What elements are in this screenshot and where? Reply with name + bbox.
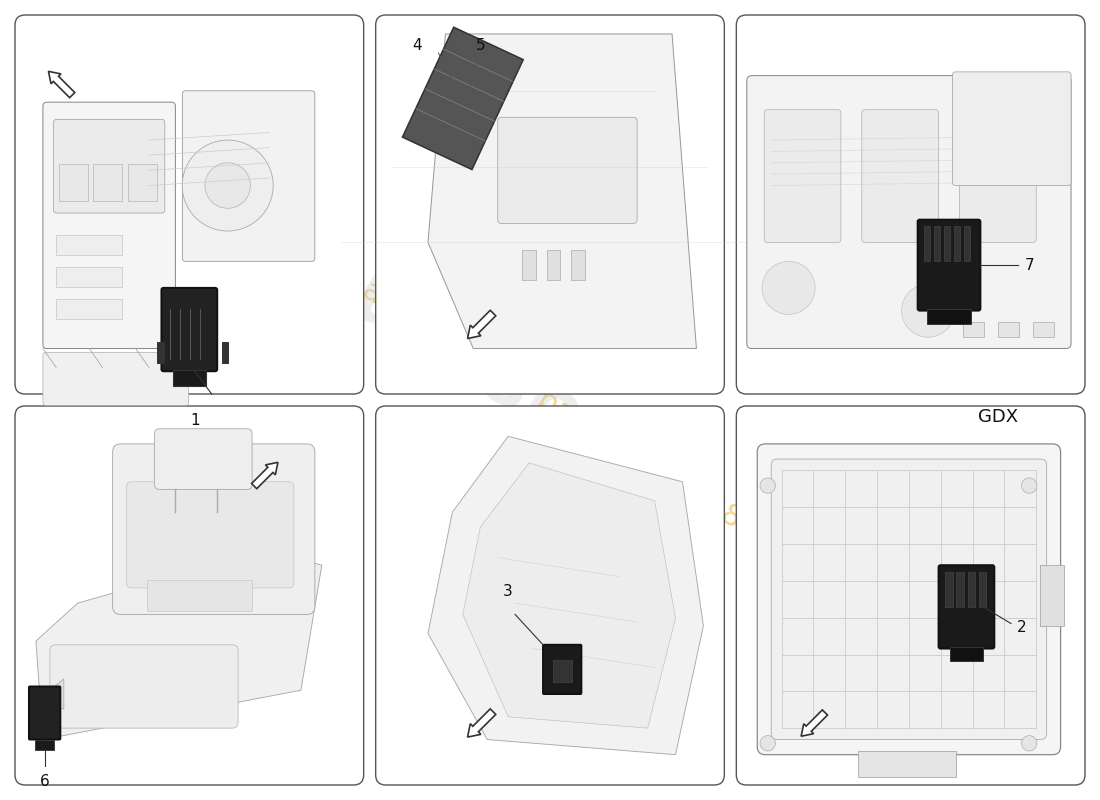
FancyBboxPatch shape (736, 15, 1085, 394)
Bar (58, 164, 88, 201)
Text: 7: 7 (1024, 258, 1034, 273)
Bar (56, 267, 122, 287)
Bar (927, 309, 971, 324)
Text: 4: 4 (412, 38, 422, 53)
FancyBboxPatch shape (43, 352, 188, 406)
Circle shape (183, 140, 273, 231)
Polygon shape (36, 550, 322, 739)
Bar (35, 739, 54, 750)
Polygon shape (468, 310, 496, 338)
FancyBboxPatch shape (543, 645, 582, 694)
FancyBboxPatch shape (862, 110, 938, 242)
Text: 6: 6 (40, 774, 49, 789)
Bar (56, 299, 122, 319)
Bar (924, 226, 931, 261)
Polygon shape (48, 71, 75, 98)
Polygon shape (463, 463, 675, 728)
Text: eurosport: eurosport (290, 229, 710, 531)
Text: 5: 5 (475, 38, 485, 53)
FancyBboxPatch shape (29, 686, 60, 739)
Polygon shape (252, 462, 278, 489)
Circle shape (760, 736, 775, 751)
FancyBboxPatch shape (15, 15, 364, 394)
Bar (128, 164, 157, 201)
Text: 3: 3 (504, 584, 513, 599)
Bar (94, 164, 122, 201)
FancyBboxPatch shape (112, 444, 315, 614)
FancyBboxPatch shape (183, 90, 315, 262)
Bar (571, 250, 585, 280)
Text: 1: 1 (190, 413, 200, 428)
FancyBboxPatch shape (953, 72, 1071, 186)
Bar (222, 342, 229, 363)
FancyBboxPatch shape (15, 406, 364, 785)
Text: 2: 2 (1016, 620, 1026, 635)
FancyBboxPatch shape (54, 119, 165, 213)
Bar (522, 250, 536, 280)
FancyBboxPatch shape (376, 15, 724, 394)
Circle shape (205, 163, 251, 208)
Bar (968, 572, 975, 607)
Bar (954, 226, 960, 261)
FancyBboxPatch shape (764, 110, 840, 242)
FancyBboxPatch shape (917, 220, 980, 310)
Bar (944, 226, 950, 261)
Bar (962, 322, 983, 337)
Bar (858, 751, 956, 778)
Circle shape (1022, 736, 1037, 751)
Bar (1033, 322, 1054, 337)
Polygon shape (468, 709, 496, 737)
Bar (547, 250, 561, 280)
Polygon shape (428, 34, 696, 349)
Bar (147, 580, 252, 610)
FancyBboxPatch shape (757, 444, 1060, 754)
FancyBboxPatch shape (747, 76, 1071, 349)
Bar (1040, 565, 1064, 626)
FancyBboxPatch shape (162, 288, 217, 371)
Bar (552, 659, 572, 682)
FancyBboxPatch shape (376, 406, 724, 785)
FancyBboxPatch shape (126, 482, 294, 588)
Bar (979, 572, 986, 607)
Polygon shape (36, 679, 64, 709)
FancyBboxPatch shape (736, 406, 1085, 785)
FancyBboxPatch shape (154, 429, 252, 490)
Polygon shape (801, 710, 827, 736)
FancyBboxPatch shape (938, 565, 994, 649)
Bar (934, 226, 940, 261)
Bar (949, 647, 983, 661)
Circle shape (762, 262, 815, 314)
FancyBboxPatch shape (771, 459, 1046, 739)
Circle shape (1022, 478, 1037, 494)
Bar (157, 342, 164, 363)
Bar (956, 572, 964, 607)
Bar (998, 322, 1019, 337)
FancyBboxPatch shape (959, 110, 1036, 242)
Bar (964, 226, 970, 261)
FancyBboxPatch shape (43, 102, 175, 349)
Bar (56, 235, 122, 255)
Text: a passion for parts since 1985: a passion for parts since 1985 (356, 275, 763, 545)
Text: GDX: GDX (978, 408, 1018, 426)
Circle shape (902, 284, 955, 337)
Polygon shape (428, 436, 703, 754)
Bar (945, 572, 953, 607)
Polygon shape (403, 27, 524, 170)
FancyBboxPatch shape (50, 645, 238, 728)
Bar (173, 370, 206, 386)
FancyBboxPatch shape (497, 118, 637, 223)
Circle shape (760, 478, 775, 494)
